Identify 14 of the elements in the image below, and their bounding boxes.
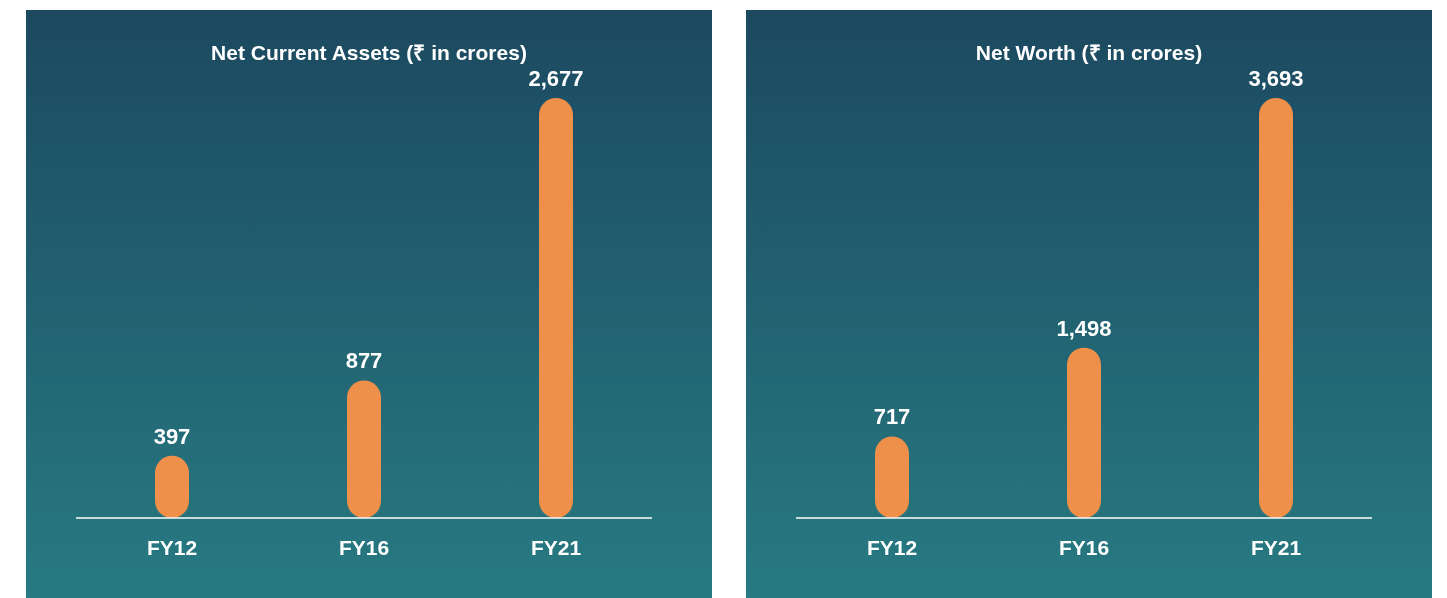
data-label: 3,693 (1248, 66, 1304, 91)
x-tick-label: FY21 (1250, 535, 1302, 559)
x-tick-label: FY12 (866, 535, 918, 559)
data-label: 2,677 (528, 66, 584, 91)
data-label: 397 (153, 423, 191, 449)
x-tick-label: FY16 (1058, 535, 1110, 559)
chart-title: Net Worth (₹ in crores) (974, 40, 1204, 66)
x-tick-label: FY16 (338, 535, 390, 559)
data-label: 877 (345, 348, 383, 374)
data-label: 717 (873, 404, 911, 430)
x-tick-label: FY12 (146, 535, 198, 559)
data-label: 1,498 (1056, 315, 1112, 341)
chart-title: Net Current Assets (₹ in crores) (210, 40, 528, 66)
x-tick-label: FY21 (530, 535, 582, 559)
